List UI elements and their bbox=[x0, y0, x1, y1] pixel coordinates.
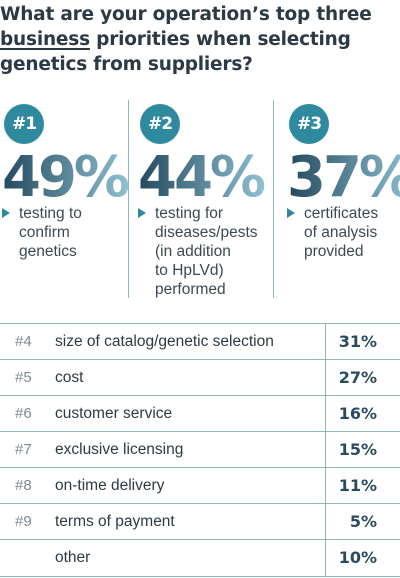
row-label: other bbox=[55, 549, 91, 566]
value-divider bbox=[325, 540, 326, 576]
rank-badge: #3 bbox=[289, 104, 329, 144]
column-divider bbox=[273, 100, 274, 298]
priority-label-1: testing to confirm genetics bbox=[2, 204, 82, 261]
row-value: 27% bbox=[338, 368, 377, 387]
question-line-2: business priorities when selecting bbox=[0, 27, 400, 52]
table-row: #6 customer service 16% bbox=[0, 395, 400, 432]
row-label: cost bbox=[55, 369, 84, 386]
row-label: exclusive licensing bbox=[55, 441, 184, 458]
question-line-1: What are your operation’s top three bbox=[0, 4, 372, 25]
triangle-bullet-icon bbox=[287, 208, 295, 218]
value-divider bbox=[325, 432, 326, 468]
row-value: 10% bbox=[338, 548, 377, 567]
row-rank: #6 bbox=[15, 405, 32, 422]
table-row: #8 on-time delivery 11% bbox=[0, 467, 400, 504]
priority-column-3: #3 37% certificates of analysis provided bbox=[287, 100, 400, 300]
row-value: 11% bbox=[338, 476, 377, 495]
svg-text:37%: 37% bbox=[287, 145, 400, 210]
rank-badge: #1 bbox=[4, 104, 44, 144]
triangle-bullet-icon bbox=[138, 208, 146, 218]
row-label: customer service bbox=[55, 405, 173, 422]
question-underlined-word: business bbox=[0, 29, 90, 50]
row-value: 15% bbox=[338, 440, 377, 459]
row-label: terms of payment bbox=[55, 513, 175, 530]
priority-label-2: testing for diseases/pests (in addition … bbox=[138, 204, 258, 299]
percent-value-3: 37% bbox=[287, 145, 400, 210]
priority-column-1: #1 49% testing to confirm genetics bbox=[2, 100, 132, 300]
percent-value-2: 44% bbox=[138, 145, 268, 210]
table-row: #4 size of catalog/genetic selection 31% bbox=[0, 323, 400, 360]
rank-badge: #2 bbox=[140, 104, 180, 144]
priority-column-2: #2 44% testing for diseases/pests (in ad… bbox=[138, 100, 270, 300]
value-divider bbox=[325, 324, 326, 360]
table-row: #9 terms of payment 5% bbox=[0, 503, 400, 540]
row-rank: #7 bbox=[15, 441, 32, 458]
row-label: size of catalog/genetic selection bbox=[55, 333, 274, 350]
priority-label-3: certificates of analysis provided bbox=[287, 204, 378, 261]
value-divider bbox=[325, 360, 326, 396]
row-rank: #5 bbox=[15, 369, 32, 386]
value-divider bbox=[325, 468, 326, 504]
question-line-2-rest: priorities when selecting bbox=[89, 29, 351, 50]
row-value: 5% bbox=[349, 512, 377, 531]
svg-text:49%: 49% bbox=[2, 145, 129, 210]
table-row: other 10% bbox=[0, 539, 400, 577]
row-rank: #8 bbox=[15, 477, 32, 494]
row-label: on-time delivery bbox=[55, 477, 165, 494]
question-line-3: genetics from suppliers? bbox=[0, 54, 253, 75]
table-row: #5 cost 27% bbox=[0, 359, 400, 396]
value-divider bbox=[325, 396, 326, 432]
row-value: 31% bbox=[338, 332, 377, 351]
row-value: 16% bbox=[338, 404, 377, 423]
svg-text:44%: 44% bbox=[138, 145, 265, 210]
triangle-bullet-icon bbox=[2, 208, 10, 218]
percent-value-1: 49% bbox=[2, 145, 132, 210]
value-divider bbox=[325, 504, 326, 540]
column-divider bbox=[128, 100, 129, 298]
row-rank: #9 bbox=[15, 513, 32, 530]
top-three-panel: #1 49% testing to confirm genetics #2 bbox=[0, 100, 400, 300]
row-rank: #4 bbox=[15, 333, 32, 350]
question-title: What are your operation’s top three busi… bbox=[0, 2, 400, 77]
table-row: #7 exclusive licensing 15% bbox=[0, 431, 400, 468]
